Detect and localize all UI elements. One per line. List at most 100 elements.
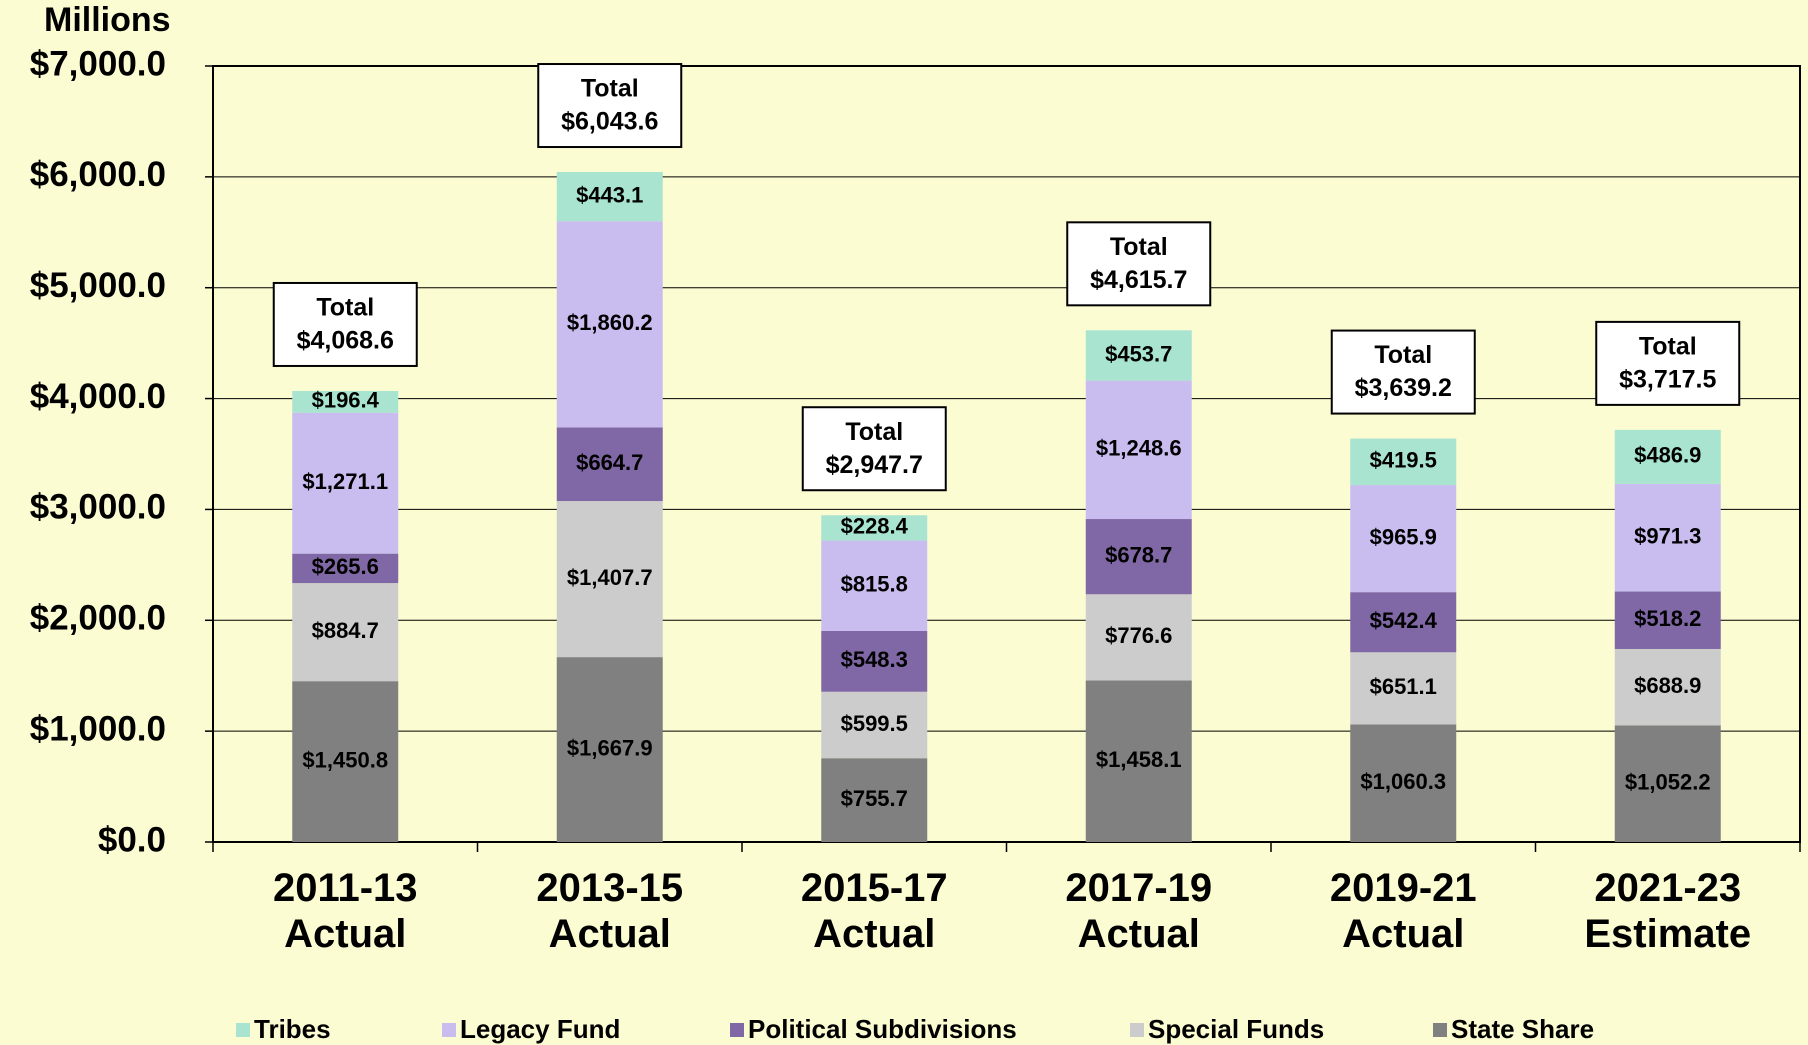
total-box <box>1595 320 1741 406</box>
value-label: $486.9 <box>1634 443 1701 468</box>
bar-segment <box>821 630 928 692</box>
legend-label: Special Funds <box>1148 1014 1324 1044</box>
total-box <box>537 63 683 149</box>
value-label: $599.5 <box>841 711 908 736</box>
y-tick-label: $0.0 <box>98 820 166 859</box>
bar-segment <box>556 221 663 428</box>
total-value: $3,717.5 <box>1619 365 1716 393</box>
x-tick-label: 2019-21 Actual <box>1330 866 1477 956</box>
value-label: $228.4 <box>841 514 909 539</box>
legend-swatch <box>236 1023 250 1037</box>
bar-segment <box>1085 380 1192 520</box>
bar-segment <box>292 390 399 413</box>
x-tick-label: 2017-19 Actual <box>1065 866 1212 956</box>
value-label: $196.4 <box>312 388 380 413</box>
value-label: $776.6 <box>1105 623 1172 648</box>
bar-segment <box>1614 648 1721 726</box>
value-label: $651.1 <box>1370 674 1437 699</box>
legend-swatch <box>1433 1023 1447 1037</box>
x-tick-label: 2015-17 Actual <box>801 866 948 956</box>
value-label: $971.3 <box>1634 524 1701 549</box>
value-label: $884.7 <box>312 618 379 643</box>
bar-segment <box>556 427 663 502</box>
bar-segment <box>292 583 399 682</box>
y-tick-label: $4,000.0 <box>30 377 166 416</box>
legend-swatch <box>442 1023 456 1037</box>
total-value: $3,639.2 <box>1355 374 1452 402</box>
bar-segment <box>1614 591 1721 649</box>
y-tick-label: $2,000.0 <box>30 599 166 638</box>
legend-label: Legacy Fund <box>460 1014 620 1044</box>
y-tick-label: $6,000.0 <box>30 155 166 194</box>
total-value: $2,947.7 <box>826 451 923 479</box>
x-tick-label: 2021-23 Estimate <box>1584 866 1751 956</box>
total-value: $4,068.6 <box>297 327 394 355</box>
legend-label: State Share <box>1451 1014 1594 1044</box>
total-label: Total <box>581 75 639 103</box>
value-label: $1,458.1 <box>1096 747 1182 772</box>
legend-swatch <box>1130 1023 1144 1037</box>
total-label: Total <box>316 294 374 322</box>
bar-segment <box>556 501 663 658</box>
bar-segment <box>556 172 663 222</box>
value-label: $1,860.2 <box>567 310 653 335</box>
bar-segment <box>821 691 928 759</box>
value-label: $542.4 <box>1370 608 1438 633</box>
value-label: $419.5 <box>1370 448 1437 473</box>
y-tick-label: $5,000.0 <box>30 266 166 305</box>
total-label: Total <box>845 418 903 446</box>
value-label: $1,271.1 <box>302 469 388 494</box>
bar-segment <box>292 681 399 842</box>
legend-label: Tribes <box>254 1014 331 1044</box>
bar-segment <box>1085 680 1192 842</box>
value-label: $1,450.8 <box>302 747 388 772</box>
bar-segment <box>292 553 399 584</box>
bar-segment <box>556 657 663 842</box>
y-tick-label: $3,000.0 <box>30 488 166 527</box>
total-box <box>801 406 947 492</box>
y-tick-label: $7,000.0 <box>30 44 166 83</box>
bar-segment <box>1350 652 1457 725</box>
value-label: $1,667.9 <box>567 735 653 760</box>
value-label: $755.7 <box>841 786 908 811</box>
total-label: Total <box>1110 233 1168 261</box>
total-value: $6,043.6 <box>561 108 658 136</box>
total-label: Total <box>1639 332 1697 360</box>
legend-swatch <box>730 1023 744 1037</box>
bar-segment <box>1085 330 1192 381</box>
bar-segment <box>1614 483 1721 592</box>
value-label: $664.7 <box>576 450 643 475</box>
value-label: $1,407.7 <box>567 565 653 590</box>
y-tick-label: $1,000.0 <box>30 709 166 748</box>
value-label: $1,052.2 <box>1625 769 1711 794</box>
bar-segment <box>821 540 928 631</box>
value-label: $265.6 <box>312 554 379 579</box>
y-axis-label: Millions <box>44 1 171 39</box>
total-value: $4,615.7 <box>1090 266 1187 294</box>
x-tick-label: 2011-13 Actual <box>273 866 418 956</box>
value-label: $688.9 <box>1634 673 1701 698</box>
value-label: $1,248.6 <box>1096 436 1182 461</box>
bar-segment <box>1614 725 1721 842</box>
bar-segment <box>292 412 399 554</box>
bar-segment <box>1085 519 1192 595</box>
value-label: $678.7 <box>1105 542 1172 567</box>
x-tick-label: 2013-15 Actual <box>536 866 683 956</box>
total-box <box>1330 329 1476 415</box>
value-label: $965.9 <box>1370 524 1437 549</box>
bar-segment <box>1350 485 1457 593</box>
bar-segment <box>1350 592 1457 653</box>
value-label: $518.2 <box>1634 606 1701 631</box>
bar-segment <box>821 515 928 541</box>
value-label: $453.7 <box>1105 341 1172 366</box>
total-box <box>1066 221 1212 307</box>
bar-segment <box>1350 724 1457 842</box>
total-box <box>272 281 418 367</box>
bar-segment <box>1085 594 1192 681</box>
legend-label: Political Subdivisions <box>748 1014 1017 1044</box>
total-label: Total <box>1374 341 1432 369</box>
bar-segment <box>1614 429 1721 484</box>
value-label: $815.8 <box>841 572 908 597</box>
value-label: $548.3 <box>841 647 908 672</box>
